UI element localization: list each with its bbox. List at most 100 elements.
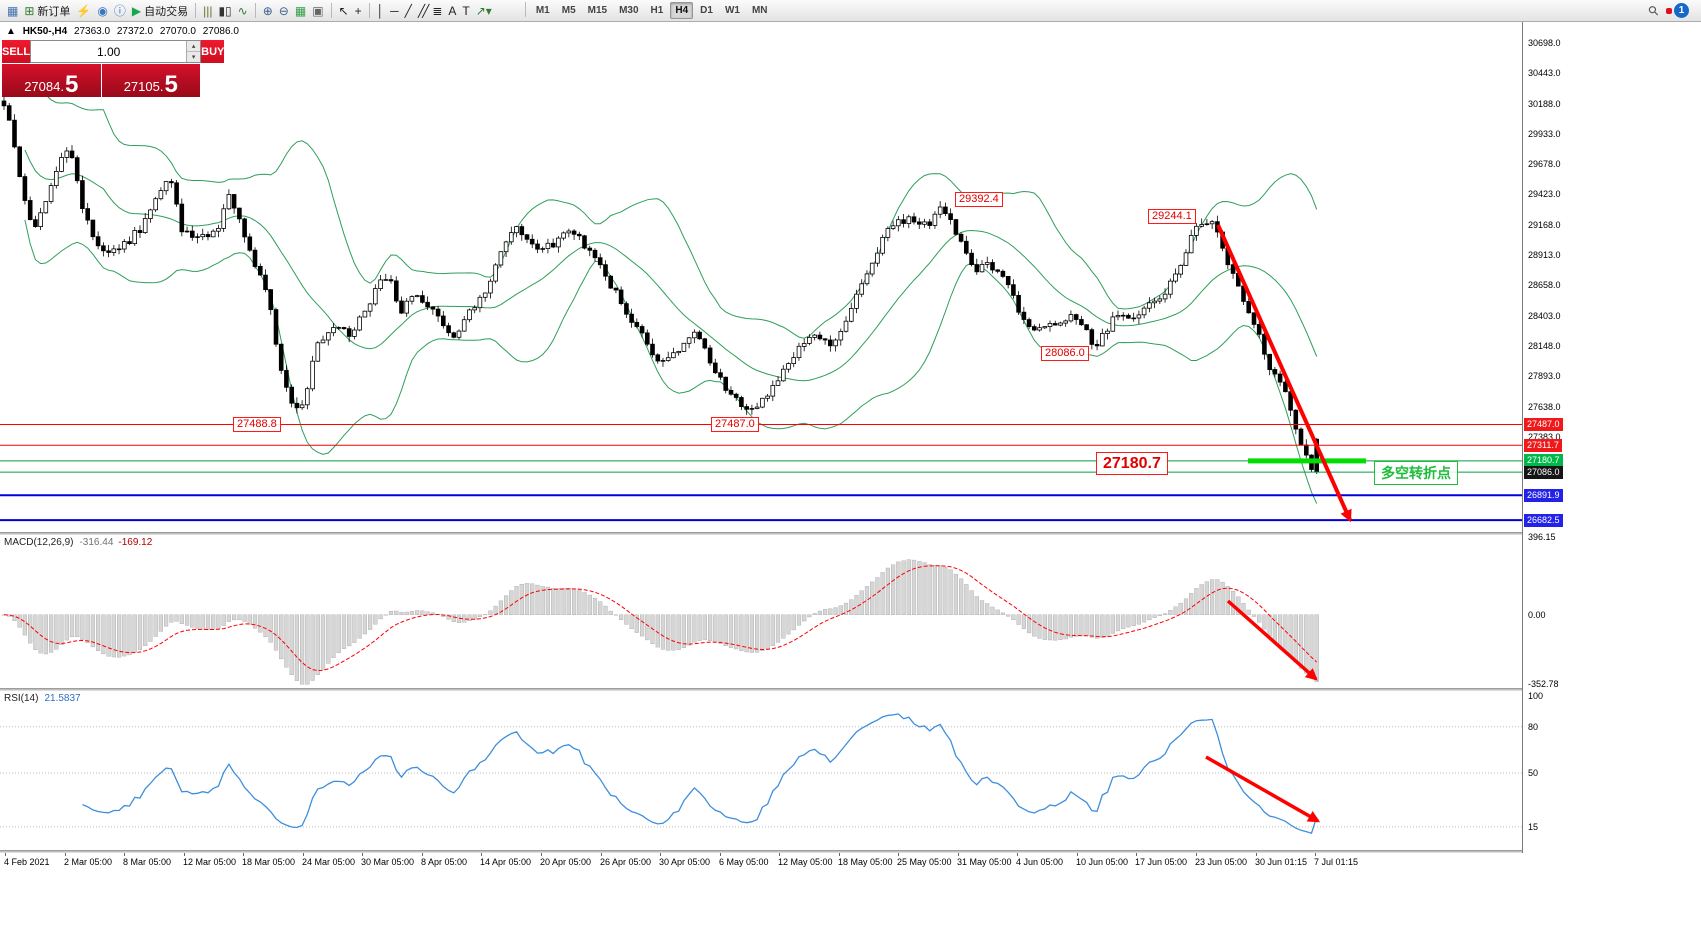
macd-histogram-bar: [629, 614, 634, 630]
buy-button[interactable]: BUY: [201, 40, 225, 63]
text-button[interactable]: A: [445, 1, 459, 21]
candle-body: [163, 181, 169, 192]
channel-button[interactable]: ╱╱: [415, 1, 430, 21]
macd-histogram-bar: [310, 614, 315, 681]
volume-down-button[interactable]: ▾: [187, 52, 201, 62]
candle-body: [357, 316, 362, 331]
zoom-in-button[interactable]: ⊕: [260, 1, 276, 21]
macd-histogram-bar: [1204, 581, 1209, 615]
timeframe-button-m15[interactable]: M15: [587, 5, 608, 16]
price-callout-tag[interactable]: 27488.8: [233, 417, 281, 432]
candle-body: [1000, 270, 1006, 277]
timeframe-button-h4[interactable]: H4: [670, 2, 694, 19]
candle-body: [1089, 329, 1095, 345]
sell-button[interactable]: SELL: [2, 40, 31, 63]
price-callout-tag[interactable]: 27180.7: [1096, 452, 1168, 475]
candle-body: [1032, 326, 1037, 331]
zoom-out-button[interactable]: ⊖: [276, 1, 292, 21]
timeframe-button-d1[interactable]: D1: [700, 5, 713, 16]
timeframe-button-w1[interactable]: W1: [724, 5, 740, 16]
macd-histogram-bar: [1032, 614, 1037, 637]
market-watch-button[interactable]: ◉: [94, 1, 110, 21]
macd-histogram-bar: [1298, 614, 1304, 669]
macd-histogram-bar: [268, 614, 273, 643]
timeframe-button-m30[interactable]: M30: [619, 5, 639, 16]
panel-divider[interactable]: [0, 532, 1572, 535]
new-order-button[interactable]: ⊞ 新订单: [21, 1, 73, 21]
macd-histogram-bar: [1267, 614, 1272, 637]
candle-body: [1188, 234, 1194, 254]
turning-point-annotation[interactable]: 多空转折点: [1374, 461, 1458, 485]
timeframe-button-m5[interactable]: M5: [561, 5, 576, 16]
shapes-dropdown-button[interactable]: ↗▾: [473, 1, 495, 21]
fibonacci-button[interactable]: ≣: [429, 1, 445, 21]
buy-price-button[interactable]: 27105. 5: [101, 64, 200, 97]
time-axis-label: 24 Mar 05:00: [302, 857, 356, 867]
candle-body: [964, 240, 969, 254]
time-axis-label: 18 May 05:00: [838, 857, 893, 867]
autotrading-button[interactable]: ▶ 自动交易: [129, 1, 191, 21]
macd-histogram-bar: [472, 614, 477, 620]
line-chart-button[interactable]: ∿: [235, 1, 251, 21]
macd-histogram-bar: [368, 614, 373, 630]
label-button[interactable]: T: [459, 1, 472, 21]
turning-point-segment[interactable]: [1248, 458, 1366, 464]
candle-body: [1079, 319, 1084, 326]
rsi-panel[interactable]: [0, 691, 1522, 850]
candle-body: [503, 241, 509, 253]
candlestick-chart-button[interactable]: ▮▯: [215, 1, 234, 21]
candle-body: [200, 234, 206, 238]
bar-chart-button[interactable]: |||: [200, 1, 215, 21]
volume-input[interactable]: [31, 41, 187, 62]
candle-body: [577, 233, 582, 237]
tile-windows-button[interactable]: ▣: [309, 1, 326, 21]
price-callout-tag[interactable]: 29244.1: [1148, 209, 1196, 224]
auto-arrange-button[interactable]: ▦: [292, 1, 309, 21]
one-click-collapse-icon[interactable]: ▲: [6, 26, 16, 37]
price-callout-tag[interactable]: 29392.4: [955, 192, 1003, 207]
candle-body: [828, 339, 833, 347]
price-callout-tag[interactable]: 27487.0: [711, 417, 759, 432]
new-chart-button[interactable]: ▦: [4, 1, 21, 21]
price-axis-tick-label: 28148.0: [1528, 341, 1561, 351]
search-icon[interactable]: ⚲: [1645, 1, 1663, 19]
panel-divider[interactable]: [0, 850, 1572, 853]
macd-histogram-bar: [85, 614, 90, 644]
crosshair-button[interactable]: +: [352, 1, 365, 21]
low-value: 27070.0: [159, 26, 196, 37]
volume-up-button[interactable]: ▴: [187, 41, 201, 52]
timeframe-button-m1[interactable]: M1: [535, 5, 550, 16]
price-axis-tick-label: 28403.0: [1528, 311, 1561, 321]
rsi-name: RSI(14): [4, 693, 39, 704]
trendline-button[interactable]: ╱: [402, 1, 415, 21]
price-callout-tag[interactable]: 28086.0: [1041, 346, 1089, 361]
candle-body: [142, 218, 148, 234]
macd-panel[interactable]: [0, 536, 1522, 688]
trend-arrow[interactable]: [1216, 224, 1352, 523]
macd-histogram-bar: [535, 584, 540, 615]
notifications-badge[interactable]: 1: [1674, 3, 1689, 18]
notifications-area[interactable]: 1: [1666, 3, 1689, 18]
macd-histogram-bar: [838, 605, 843, 615]
vertical-line-button[interactable]: │: [374, 1, 388, 21]
trend-arrow[interactable]: [1226, 599, 1318, 681]
price-axis[interactable]: 30698.0 30443.0 30188.0 29933.0 29678.0 29423…: [1522, 22, 1633, 853]
macd-histogram-bar: [974, 596, 979, 615]
horizontal-line-button[interactable]: ─: [387, 1, 402, 21]
main-chart[interactable]: [0, 22, 1522, 532]
cursor-button[interactable]: ↖: [336, 1, 352, 21]
panel-divider[interactable]: [0, 688, 1572, 691]
sell-price-button[interactable]: 27084. 5: [2, 64, 101, 97]
candle-body: [948, 213, 953, 220]
metaeditor-button[interactable]: ⚡: [73, 1, 94, 21]
timeframe-button-h1[interactable]: H1: [650, 5, 664, 16]
candle-body: [1005, 275, 1011, 286]
trend-arrow[interactable]: [1205, 755, 1321, 823]
macd-histogram-bar: [263, 614, 268, 637]
data-window-button[interactable]: ⓘ: [111, 1, 129, 21]
volume-spinner: ▴ ▾: [186, 41, 201, 62]
timeframe-button-mn[interactable]: MN: [751, 5, 768, 16]
time-axis[interactable]: 4 Feb 2021 2 Mar 05:00 8 Mar 05:00 12 Mar 0…: [0, 853, 1572, 870]
candle-body: [33, 219, 38, 227]
macd-histogram-bar: [284, 614, 289, 668]
